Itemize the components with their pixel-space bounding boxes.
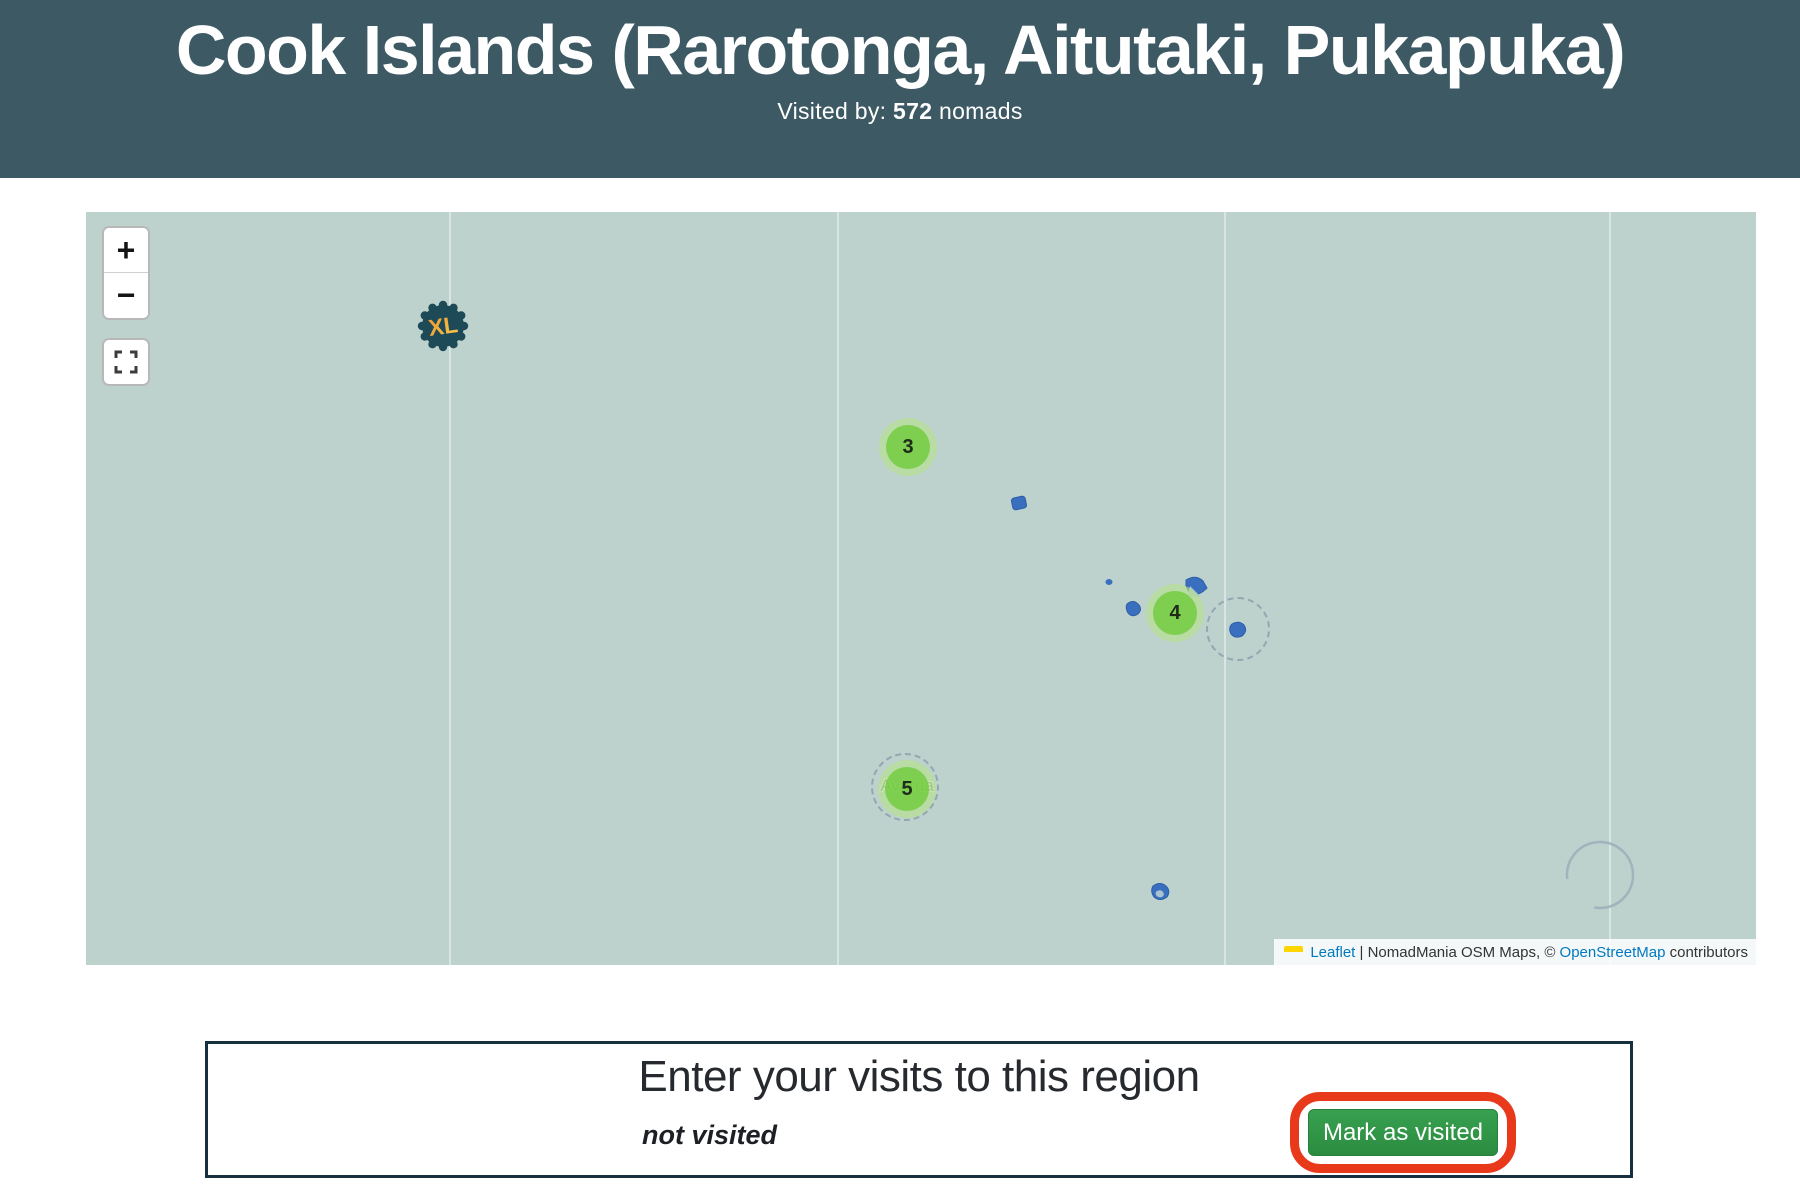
visits-panel: Enter your visits to this region not vis… xyxy=(205,1041,1633,1178)
ukraine-flag-icon xyxy=(1284,945,1304,959)
attribution-provider: NomadMania OSM Maps, © xyxy=(1367,943,1560,961)
svg-text:XL: XL xyxy=(427,311,460,341)
marker-cluster-5[interactable]: 5 xyxy=(878,760,936,818)
marker-cluster-count: 4 xyxy=(1153,591,1197,635)
attribution-separator: | xyxy=(1355,943,1368,961)
visits-panel-heading: Enter your visits to this region xyxy=(638,1052,1200,1101)
fullscreen-button[interactable] xyxy=(102,338,150,386)
mark-as-visited-button[interactable]: Mark as visited xyxy=(1308,1109,1498,1156)
graticule-lines xyxy=(449,212,1611,965)
island-shape xyxy=(1151,883,1170,900)
attribution-suffix: contributors xyxy=(1665,943,1748,961)
region-outline-circle xyxy=(1206,597,1270,661)
marker-cluster-3[interactable]: 3 xyxy=(879,418,937,476)
page-header: Cook Islands (Rarotonga, Aitutaki, Pukap… xyxy=(0,0,1800,178)
island-shape xyxy=(1125,601,1141,617)
fullscreen-icon xyxy=(114,350,138,374)
visited-by-line: Visited by: 572 nomads xyxy=(0,98,1800,125)
zoom-in-button[interactable]: + xyxy=(104,228,148,273)
island-shapes xyxy=(1010,495,1247,900)
openstreetmap-link[interactable]: OpenStreetMap xyxy=(1559,943,1666,961)
highlight-annotation: Mark as visited xyxy=(1290,1092,1516,1173)
visited-by-suffix: nomads xyxy=(932,98,1023,124)
zoom-out-button[interactable]: − xyxy=(104,273,148,318)
marker-cluster-4[interactable]: 4 xyxy=(1146,584,1204,642)
xl-badge-marker[interactable]: XL xyxy=(417,300,469,352)
island-shape xyxy=(1010,495,1028,511)
marker-cluster-count: 5 xyxy=(885,767,929,811)
visited-count: 572 xyxy=(893,98,933,124)
visited-by-prefix: Visited by: xyxy=(777,98,894,124)
visit-status-text: not visited xyxy=(642,1120,778,1150)
zoom-control: + − xyxy=(102,226,150,320)
leaflet-map[interactable]: + − xyxy=(86,212,1756,965)
region-outline-circle xyxy=(871,753,939,821)
leaflet-link[interactable]: Leaflet xyxy=(1310,943,1356,961)
page-title: Cook Islands (Rarotonga, Aitutaki, Pukap… xyxy=(175,11,1626,89)
marker-cluster-count: 3 xyxy=(886,425,930,469)
lagoon-shape xyxy=(1155,890,1164,898)
island-shape xyxy=(1105,579,1113,585)
map-imagery xyxy=(449,212,1635,965)
map-attribution: Leaflet | NomadMania OSM Maps, © OpenStr… xyxy=(1274,939,1756,965)
reef-arc xyxy=(1565,840,1635,910)
xl-badge-icon: XL xyxy=(417,300,469,352)
